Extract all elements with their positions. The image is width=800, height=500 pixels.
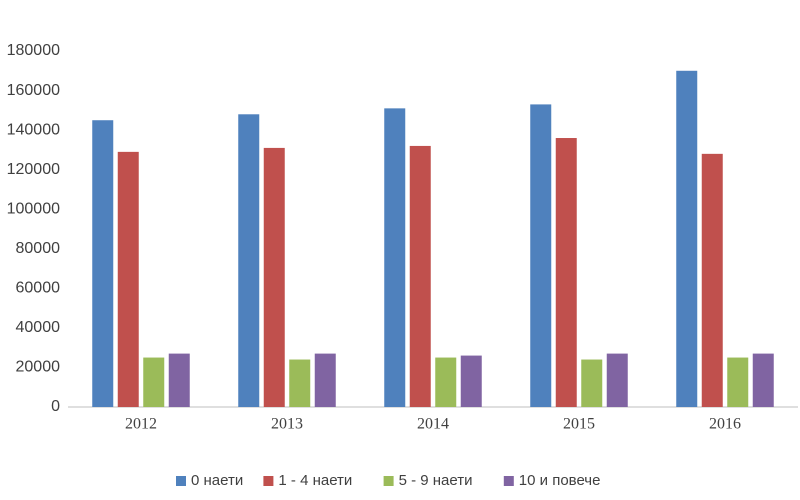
legend-swatch — [263, 476, 274, 486]
bar — [435, 357, 457, 407]
bar — [606, 353, 628, 407]
y-tick-label: 100000 — [7, 200, 60, 217]
bar — [555, 138, 577, 407]
legend-swatch — [383, 476, 394, 486]
bar — [168, 353, 190, 407]
y-tick-label: 180000 — [7, 42, 60, 59]
x-tick-label: 2016 — [709, 416, 741, 433]
y-tick-label: 0 — [51, 398, 60, 415]
legend-label: 0 наети — [191, 472, 243, 489]
y-tick-label: 80000 — [16, 240, 61, 257]
bar — [263, 147, 285, 407]
x-tick-label: 2014 — [417, 416, 449, 433]
bar — [727, 357, 749, 407]
legend-swatch — [176, 476, 186, 486]
legend-label: 5 - 9 наети — [399, 472, 473, 489]
bar — [92, 120, 114, 407]
x-tick-label: 2012 — [125, 416, 157, 433]
bar — [143, 357, 165, 407]
bar — [289, 359, 311, 407]
y-tick-label: 120000 — [7, 161, 60, 178]
y-tick-label: 160000 — [7, 82, 60, 99]
legend-label: 1 - 4 наети — [278, 472, 352, 489]
bar — [117, 151, 139, 407]
y-tick-label: 60000 — [16, 280, 61, 297]
bar — [384, 108, 406, 407]
y-tick-label: 20000 — [16, 359, 61, 376]
bar — [460, 355, 482, 407]
bar — [676, 70, 698, 408]
y-tick-label: 140000 — [7, 121, 60, 138]
legend-label: 10 и повече — [519, 472, 601, 489]
x-tick-label: 2015 — [563, 416, 595, 433]
bar — [238, 114, 260, 408]
y-tick-label: 40000 — [16, 319, 61, 336]
bar — [409, 145, 431, 407]
legend-swatch — [503, 476, 514, 486]
bar — [314, 353, 336, 407]
bar — [701, 153, 723, 407]
x-tick-label: 2013 — [271, 416, 303, 433]
bar — [530, 104, 552, 408]
bar — [581, 359, 603, 407]
bar — [752, 353, 774, 407]
